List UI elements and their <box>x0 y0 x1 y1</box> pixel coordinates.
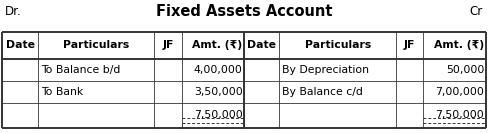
Text: Dr.: Dr. <box>5 5 21 18</box>
Text: To Bank: To Bank <box>41 87 83 97</box>
Text: 3,50,000: 3,50,000 <box>194 87 243 97</box>
Text: Fixed Assets Account: Fixed Assets Account <box>156 4 332 19</box>
Text: 7,00,000: 7,00,000 <box>435 87 484 97</box>
Text: 7,50,000: 7,50,000 <box>194 110 243 120</box>
Text: By Balance c/d: By Balance c/d <box>282 87 363 97</box>
Text: Cr: Cr <box>470 5 483 18</box>
Text: Date: Date <box>5 40 35 50</box>
Text: Date: Date <box>247 40 276 50</box>
Text: JF: JF <box>163 40 174 50</box>
Text: Particulars: Particulars <box>63 40 129 50</box>
Text: To Balance b/d: To Balance b/d <box>41 65 120 75</box>
Text: 50,000: 50,000 <box>446 65 484 75</box>
Text: 7,50,000: 7,50,000 <box>435 110 484 120</box>
Text: By Depreciation: By Depreciation <box>282 65 369 75</box>
Text: JF: JF <box>404 40 415 50</box>
Text: 4,00,000: 4,00,000 <box>194 65 243 75</box>
Text: Amt. (₹): Amt. (₹) <box>192 40 243 50</box>
Text: Amt. (₹): Amt. (₹) <box>434 40 484 50</box>
Text: Particulars: Particulars <box>305 40 371 50</box>
